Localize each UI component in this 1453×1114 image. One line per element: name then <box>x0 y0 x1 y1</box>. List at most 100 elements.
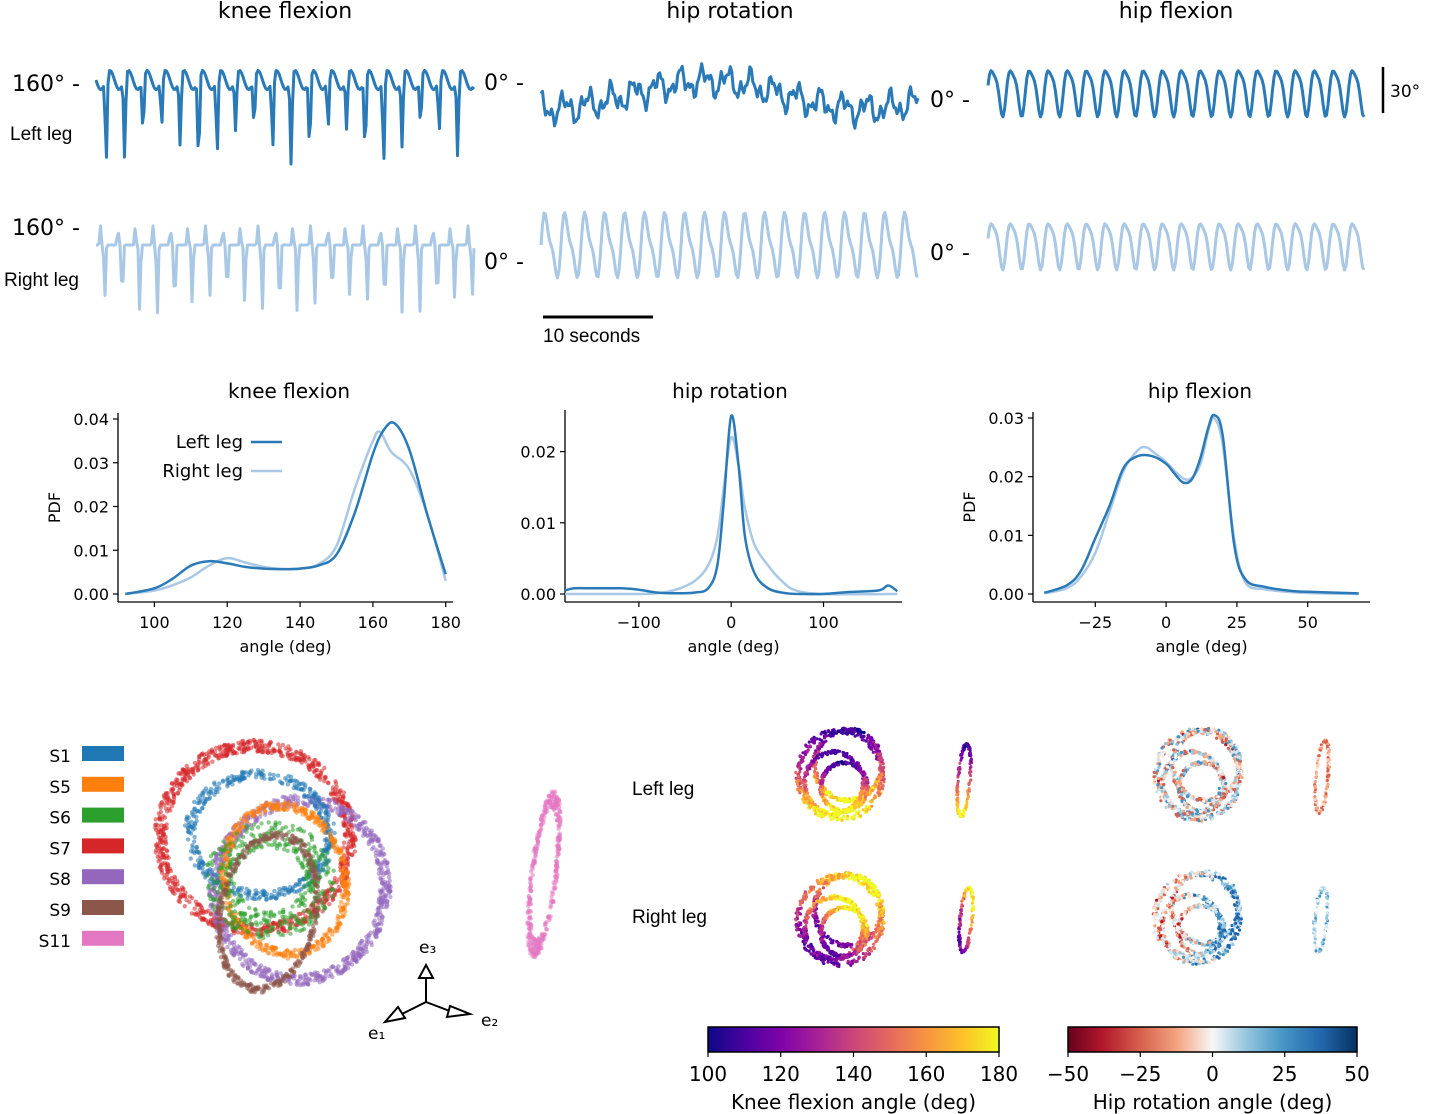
subject-legend-swatch <box>82 930 124 946</box>
colorbar-tick-label: 180 <box>980 1062 1018 1086</box>
pdf-y-label: PDF <box>960 491 979 522</box>
subject-legend-label: S5 <box>49 778 71 798</box>
scatter-s9 <box>214 830 322 995</box>
trace-title-knee: knee flexion <box>218 0 352 24</box>
trace-group <box>94 62 1366 315</box>
pdf-series-right <box>565 435 898 596</box>
pdf-y-tick-label: 0.00 <box>73 585 109 604</box>
colorbar-gradient <box>1067 1026 1358 1053</box>
pdf-x-tick-label: 0 <box>726 613 736 632</box>
trace-title-hip-flexion: hip flexion <box>1119 0 1234 24</box>
trace-knee-right <box>96 224 476 315</box>
pdf-plot-hip-flexion: hip flexion −25 0 25 50 0.00 0.01 0.02 0.03 angle… <box>960 379 1370 656</box>
scatter-s7 <box>153 737 358 938</box>
pdf-plot-knee: knee flexion 100 120 140 160 180 0.00 0.01 0.02 0… <box>45 379 461 656</box>
colorbar-tick-label: 25 <box>1272 1062 1297 1086</box>
subject-legend-swatch <box>82 807 124 823</box>
pdf-title: hip flexion <box>1148 379 1252 403</box>
embed-row-label-right: Right leg <box>632 907 707 928</box>
trace-hip-flexion-left <box>986 69 1366 119</box>
trace-offset-hipf-left: 0° - <box>930 88 970 113</box>
subject-legend-swatch <box>82 776 124 792</box>
time-scale-label: 10 seconds <box>543 326 640 347</box>
colorbar-label: Knee flexion angle (deg) <box>731 1090 976 1114</box>
pdf-title: hip rotation <box>672 379 788 403</box>
subject-legend-label: S9 <box>49 901 71 921</box>
trace-offset-knee-right: 160° - <box>12 216 80 241</box>
colored-embeddings <box>794 726 1331 969</box>
pdf-title: knee flexion <box>228 379 350 403</box>
pdf-x-tick-label: −25 <box>1078 613 1112 632</box>
trace-offset-hipf-right: 0° - <box>930 241 970 266</box>
trace-hip-flexion-right <box>986 222 1366 272</box>
embedding-scatter <box>153 737 563 995</box>
pdf-y-tick-label: 0.04 <box>73 410 109 429</box>
pdf-y-tick-label: 0.01 <box>988 526 1024 545</box>
subject-legend-label: S7 <box>49 839 71 859</box>
colorbar-hip-rotation: −50 −25 0 25 50 Hip rotation angle (deg) <box>1047 1026 1370 1114</box>
pdf-y-tick-label: 0.03 <box>988 409 1024 428</box>
pdf-x-label: angle (deg) <box>239 637 331 656</box>
pdf-y-tick-label: 0.03 <box>73 454 109 473</box>
loop-hip-left <box>1313 738 1331 815</box>
subject-legend-label: S6 <box>49 809 71 829</box>
trace-row-label-left: Left leg <box>10 124 72 145</box>
colorbar-tick-label: −50 <box>1047 1062 1089 1086</box>
legend-label-left: Left leg <box>176 432 243 453</box>
pdf-x-tick-label: 50 <box>1298 613 1318 632</box>
pdf-series-left <box>1043 413 1359 595</box>
pdf-x-label: angle (deg) <box>687 637 779 656</box>
pdf-x-label: angle (deg) <box>1155 637 1247 656</box>
pdf-y-tick-label: 0.01 <box>520 514 556 533</box>
subject-legend-swatch <box>82 838 124 854</box>
colorbar-tick-label: 140 <box>834 1062 872 1086</box>
colorbar-tick-label: 50 <box>1344 1062 1369 1086</box>
vertical-scale-label: 30° <box>1390 82 1420 102</box>
loop-hip-right <box>1312 885 1330 955</box>
trace-hip-rotation-right <box>539 210 919 280</box>
pdf-y-tick-label: 0.01 <box>73 541 109 560</box>
pdf-x-tick-label: 25 <box>1227 613 1247 632</box>
subject-legend-swatch <box>82 746 124 761</box>
subject-legend: S1 S5 S6 S7 S8 S9 S11 <box>39 746 124 952</box>
pdf-series-right <box>1044 416 1359 596</box>
trace-title-hip-rotation: hip rotation <box>666 0 793 24</box>
trace-knee-left <box>94 68 476 166</box>
colorbar-tick-label: −25 <box>1119 1062 1161 1086</box>
scatter-s1 <box>182 767 337 902</box>
pdf-x-tick-label: 120 <box>212 613 243 632</box>
pdf-y-label: PDF <box>45 492 64 523</box>
pdf-x-tick-label: 160 <box>358 613 389 632</box>
trace-row-label-right: Right leg <box>4 270 79 291</box>
colorbar-tick-label: 160 <box>907 1062 945 1086</box>
subject-legend-label: S11 <box>39 932 71 952</box>
pdf-x-tick-label: −100 <box>617 613 661 632</box>
loop-knee-right <box>956 885 975 955</box>
embed-row-label-left: Left leg <box>632 779 694 800</box>
axis-label-e1: e₁ <box>368 1024 385 1044</box>
subject-legend-swatch <box>82 869 124 885</box>
colorbar-tick-label: 120 <box>762 1062 800 1086</box>
embedding-hip-right <box>1151 869 1243 966</box>
scatter-s5 <box>218 800 352 961</box>
colorbar-gradient <box>707 1026 1000 1053</box>
pdf-series-left <box>125 421 447 596</box>
pdf-y-tick-label: 0.00 <box>988 585 1024 604</box>
axis-label-e2: e₂ <box>481 1011 498 1031</box>
pdf-plot-hip-rotation: hip rotation −100 0 100 0.00 0.01 0.02 angle (d… <box>520 379 902 656</box>
scatter-s11 <box>525 789 563 959</box>
pdf-x-tick-label: 100 <box>139 613 170 632</box>
embedding-knee-left <box>794 726 886 823</box>
pdf-x-tick-label: 180 <box>430 613 461 632</box>
axis-triad <box>382 962 474 1024</box>
subject-legend-label: S1 <box>49 747 71 767</box>
pdf-y-tick-label: 0.00 <box>520 585 556 604</box>
subject-legend-swatch <box>82 900 124 915</box>
pdf-series-left <box>564 414 899 596</box>
colorbar-tick-label: 100 <box>689 1062 727 1086</box>
pdf-y-tick-label: 0.02 <box>988 468 1024 487</box>
pdf-y-tick-label: 0.02 <box>520 443 556 462</box>
legend-label-right: Right leg <box>162 461 243 482</box>
